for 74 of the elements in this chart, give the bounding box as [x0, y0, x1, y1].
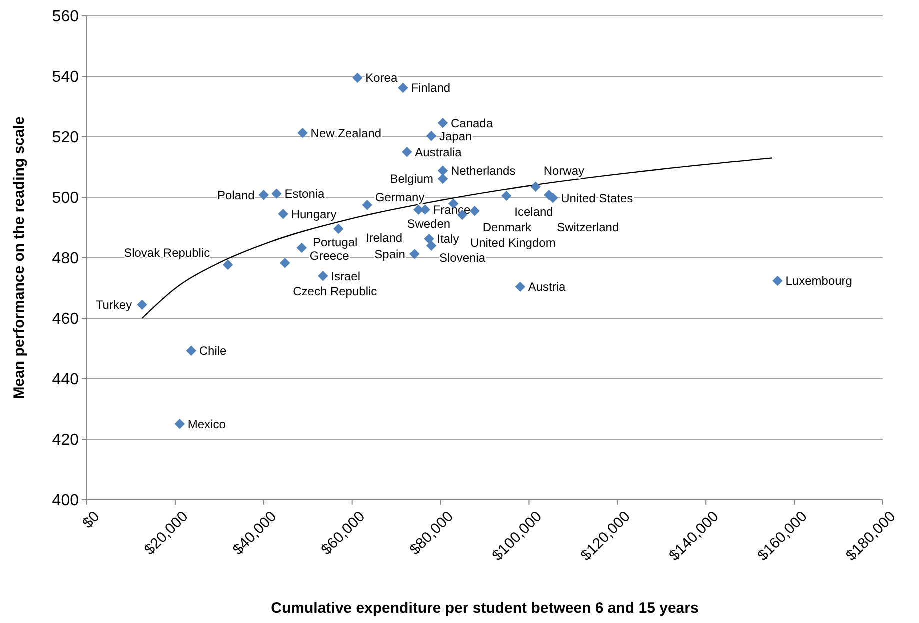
y-tick-label: 420	[52, 432, 80, 450]
y-tick-label: 480	[52, 250, 80, 268]
point	[174, 419, 185, 430]
annotation: Turkey	[96, 298, 132, 312]
point	[137, 300, 148, 310]
annotation: Switzerland	[557, 220, 620, 234]
point	[426, 131, 436, 142]
point	[398, 82, 408, 93]
y-tick-label: 540	[52, 69, 80, 86]
annotation: Korea	[366, 71, 398, 86]
annotation: United Kingdom	[470, 236, 556, 250]
annotation: Iceland	[514, 205, 554, 220]
point	[426, 240, 436, 251]
point	[772, 276, 783, 286]
annotation: Slovenia	[439, 251, 486, 266]
point	[424, 234, 434, 244]
y-tick-label: 400	[52, 492, 80, 510]
point	[410, 249, 420, 260]
annotation: Slovak Republic	[124, 246, 210, 260]
y-tick-label: 460	[52, 311, 80, 328]
y-tick-label: 440	[52, 372, 80, 389]
point	[272, 188, 282, 199]
point	[530, 182, 541, 192]
point	[278, 209, 288, 220]
x-axis-title: Cumulative expenditure per student between 6 and 15 years	[271, 600, 699, 617]
annotation: Netherlands	[450, 164, 516, 178]
point	[334, 224, 344, 234]
annotation: Belgium	[390, 172, 434, 186]
point	[362, 200, 372, 210]
annotation: Czech Republic	[293, 284, 378, 298]
annotation: Estonia	[284, 187, 326, 202]
point	[470, 206, 480, 216]
annotation: Germany	[375, 190, 425, 204]
annotation: Canada	[450, 116, 494, 130]
point	[402, 147, 412, 158]
point	[548, 193, 558, 204]
annotation: Sweden	[407, 217, 451, 232]
point	[352, 73, 363, 84]
annotation: Greece	[310, 249, 350, 264]
y-axis-title: Mean performance on the reading scale	[11, 116, 28, 400]
annotation: Japan	[439, 129, 472, 144]
annotation: Spain	[374, 247, 406, 262]
annotation: Hungary	[291, 207, 337, 222]
annotation: Israel	[331, 269, 360, 284]
y-tick-label: 560	[52, 8, 80, 26]
annotation: Chile	[199, 344, 228, 358]
y-tick-label: 520	[52, 130, 80, 147]
point	[438, 118, 448, 128]
point	[258, 190, 269, 200]
point	[223, 260, 234, 270]
point	[280, 258, 290, 268]
point	[298, 128, 308, 138]
annotation: Luxembourg	[786, 274, 852, 288]
point	[502, 190, 512, 201]
annotation: Mexico	[188, 417, 226, 432]
annotation: Portugal	[313, 236, 358, 250]
point	[438, 166, 448, 176]
point	[296, 243, 307, 254]
y-tick-label: 500	[52, 190, 80, 208]
annotation: Norway	[544, 164, 585, 178]
annotation: Australia	[415, 145, 462, 160]
annotation: New Zealand	[310, 126, 382, 140]
point	[186, 346, 196, 356]
annotation: Denmark	[482, 220, 533, 234]
x-tick-label: $0	[79, 508, 104, 532]
annotation: Austria	[528, 280, 566, 294]
annotation: Poland	[217, 188, 255, 202]
annotation: Finland	[411, 81, 451, 96]
point	[438, 174, 448, 184]
point	[318, 271, 328, 282]
point	[515, 282, 526, 292]
annotation: Italy	[437, 232, 460, 246]
annotation: Ireland	[366, 231, 403, 246]
annotation: United States	[561, 191, 634, 206]
